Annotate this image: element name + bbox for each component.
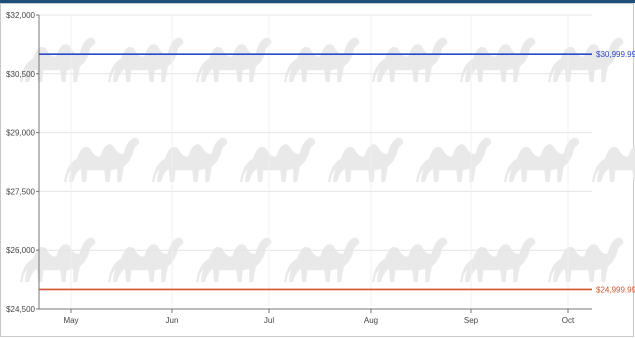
y-tick-label: $32,000 [6,11,35,20]
y-tick-label: $29,000 [6,129,35,138]
watermark-camel [416,137,492,182]
x-axis-ticks: May Jun Jul Aug Sep Oct [63,309,575,325]
x-tick-label: Jul [264,316,274,325]
x-tick-label: Sep [464,316,479,325]
y-tick-label: $30,500 [6,70,35,79]
watermark-camel [196,37,272,82]
axes [38,15,592,310]
x-tick-label: Jun [166,316,179,325]
watermark-camel [284,37,360,82]
watermark-camel [372,237,448,282]
watermark-camel [284,237,360,282]
series-end-label: $30,999.99 [596,50,635,59]
y-tick-label: $26,000 [6,246,35,255]
y-tick-label: $27,500 [6,187,35,196]
watermark-camel [328,137,404,182]
series-layer: $30,999.99 $24,999.99 [39,50,635,294]
watermark-camel [548,237,624,282]
watermark-camel [592,137,635,182]
y-tick-label: $24,500 [6,305,35,314]
watermark-camel [372,37,448,82]
x-tick-label: May [63,316,78,325]
watermark-camel [196,237,272,282]
y-axis-ticks: $24,500 $26,000 $27,500 $29,000 $30,500 $32,0… [6,11,39,314]
x-tick-label: Oct [562,316,575,325]
watermark-camel [240,137,316,182]
watermark-camel [152,137,228,182]
watermark-camel [548,37,624,82]
watermark-pattern [20,37,635,282]
x-tick-label: Aug [364,316,378,325]
watermark-camel [64,137,140,182]
series-end-label: $24,999.99 [596,285,635,294]
top-border-bar [0,0,635,3]
watermark-camel [20,237,96,282]
